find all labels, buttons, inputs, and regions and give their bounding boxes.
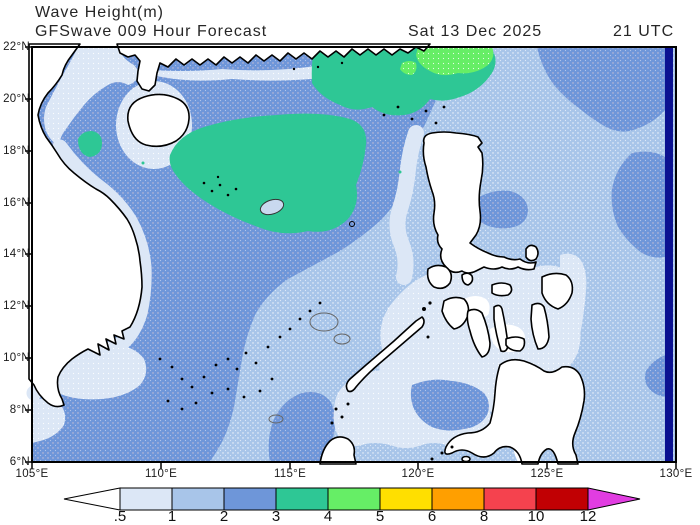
sea-05-1m-gulf-of-tonkin-head <box>44 47 140 147</box>
reef-outline-3 <box>268 414 284 424</box>
colorbar-seg-2-3 <box>223 487 277 511</box>
land-masbate <box>491 282 513 297</box>
land-hainan <box>127 93 190 148</box>
axis-ticks <box>25 46 677 469</box>
colorbar-label-5: 5 <box>375 508 385 525</box>
sea-05-1m-gulf-of-thailand <box>32 398 66 443</box>
colorbar-label-8: 8 <box>479 508 489 525</box>
valid-time: 21 UTC <box>613 23 675 40</box>
colorbar-label-3: 3 <box>271 508 281 525</box>
y-axis-label-16n: 16°N <box>3 197 30 209</box>
colorbar-label-05: .5 <box>113 508 127 525</box>
colorbar-left-arrow <box>63 487 121 511</box>
colorbar-seg-5-6 <box>379 487 433 511</box>
colorbar-right-arrow <box>587 487 641 511</box>
land-samar <box>541 272 574 310</box>
sea-2-3m-sulu <box>410 379 489 431</box>
land-leyte <box>530 302 550 350</box>
sea-2-3m-east-of-luzon <box>474 190 528 229</box>
y-axis-label-18n: 18°N <box>3 145 30 157</box>
colorbar-seg-3-4 <box>275 487 329 511</box>
sea-3-4m-tonkin-blob <box>78 131 102 157</box>
land-palawan <box>345 316 425 393</box>
colorbar-seg-10-12 <box>535 487 589 511</box>
sea-05-1m-west-luzon-band <box>389 125 424 285</box>
page-title: Wave Height(m) <box>35 4 164 21</box>
colorbar-label-10: 10 <box>527 508 545 525</box>
land-china-coast <box>116 43 431 92</box>
sea-3-4m-speck-2 <box>398 170 402 174</box>
islet-dots <box>158 61 454 461</box>
forecast-map <box>25 43 677 469</box>
sea-3-4m-central-south-china-sea <box>169 113 367 234</box>
land-negros <box>466 308 491 358</box>
colorbar-seg-1-2 <box>171 487 225 511</box>
reef-outline-2 <box>333 333 351 345</box>
x-axis-label-125e: 125°E <box>530 468 564 480</box>
colorbar-label-1: 1 <box>167 508 177 525</box>
x-axis-label-110e: 110°E <box>144 468 178 480</box>
land-mindoro <box>426 264 453 290</box>
reef-outline-reed-bank <box>309 312 339 332</box>
y-axis-label-6n: 6°N <box>9 456 30 468</box>
land-luzon <box>422 131 537 274</box>
land-mindanao <box>444 358 586 465</box>
reef-outline-scarborough <box>349 221 355 227</box>
y-axis-label-14n: 14°N <box>3 248 30 260</box>
x-axis-label-105e: 105°E <box>15 468 49 480</box>
valid-date: Sat 13 Dec 2025 <box>408 23 543 40</box>
right-edge-data-stripe <box>665 47 673 462</box>
land-basilan <box>461 455 471 463</box>
y-axis-label-20n: 20°N <box>3 93 30 105</box>
sea-2-3m-pocket-south-palawan <box>268 392 336 462</box>
sea-3-4m-speck-1 <box>141 161 145 165</box>
land-marinduque <box>461 272 474 286</box>
wave-height-colorbar <box>63 487 641 511</box>
colorbar-label-2: 2 <box>219 508 229 525</box>
land-vietnam-indochina <box>28 43 143 408</box>
y-axis-label-8n: 8°N <box>9 404 30 416</box>
land-bohol <box>505 336 526 352</box>
y-axis-label-10n: 10°N <box>3 352 30 364</box>
x-axis-label-130e: 130°E <box>659 468 693 480</box>
colorbar-label-4: 4 <box>323 508 333 525</box>
land-borneo-tip <box>319 436 357 465</box>
sea-4-5m-luzon-strait-core <box>416 47 494 76</box>
sea-2-3m-pacific-northeast <box>537 47 671 132</box>
y-axis-label-22n: 22°N <box>3 41 30 53</box>
sea-2-3m-pacific-east <box>611 151 673 258</box>
model-subtitle: GFSwave 009 Hour Forecast <box>35 23 268 40</box>
colorbar-seg-6-8 <box>431 487 485 511</box>
x-axis-label-115e: 115°E <box>273 468 307 480</box>
colorbar-seg-8-10 <box>483 487 537 511</box>
colorbar-seg-05-1 <box>119 487 173 511</box>
reef-outline-macclesfield <box>259 198 285 216</box>
x-axis-label-120e: 120°E <box>401 468 435 480</box>
colorbar-label-12: 12 <box>579 508 597 525</box>
colorbar-seg-4-5 <box>327 487 381 511</box>
y-axis-label-12n: 12°N <box>3 300 30 312</box>
colorbar-label-6: 6 <box>427 508 437 525</box>
sea-4-5m-small-patch <box>400 61 417 75</box>
land-catanduanes <box>525 244 539 262</box>
